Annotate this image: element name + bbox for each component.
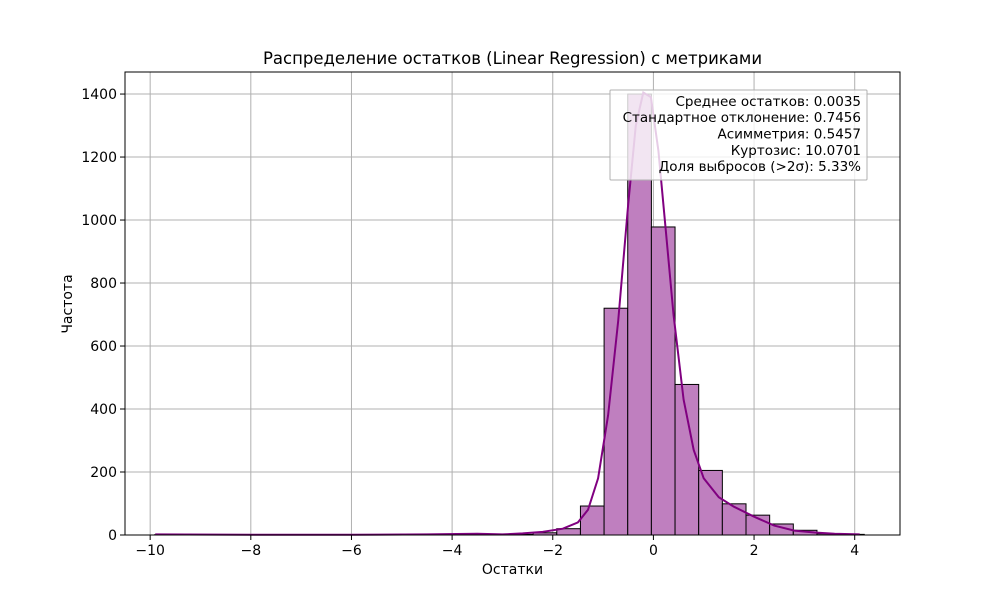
histogram-bar [721,503,747,536]
y-tick-label: 1400 [81,87,117,103]
y-axis-ticks: 0 200 400 600 800 1000 1200 1400 [81,87,125,544]
y-tick-label: 600 [90,339,117,355]
x-tick-label: −6 [341,543,362,559]
histogram-bar [698,469,723,536]
x-axis-ticks: −10 −8 −6 −4 −2 0 2 4 [135,535,859,559]
y-axis-label: Частота [60,274,76,333]
metric-mean: Среднее остатков: 0.0035 [676,94,862,110]
y-tick-label: 0 [108,528,117,544]
x-tick-label: 4 [850,543,859,559]
metrics-box-frame [609,89,868,181]
x-tick-label: −2 [542,543,563,559]
y-tick-label: 200 [90,465,117,481]
x-tick-label: −8 [240,543,261,559]
y-tick-label: 1000 [81,213,117,229]
x-tick-label: 0 [649,543,658,559]
plot-frame [124,71,901,536]
x-tick-label: −10 [135,543,165,559]
x-tick-label: 2 [750,543,759,559]
chart-title: Распределение остатков (Linear Regressio… [263,49,762,68]
y-tick-label: 400 [90,402,117,418]
metric-std: Стандартное отклонение: 0.7456 [623,110,861,126]
y-tick-label: 800 [90,276,117,292]
histogram-bar [579,505,605,536]
x-tick-label: −4 [442,543,463,559]
metric-kurtosis: Куртозис: 10.0701 [731,143,861,159]
histogram-bars [154,93,865,536]
metrics-box: Среднее остатков: 0.0035 Стандартное отк… [609,89,868,181]
metric-outliers: Доля выбросов (>2σ): 5.33% [659,159,861,175]
x-axis-label: Остатки [482,562,543,578]
histogram-bar [674,383,700,536]
histogram-bar [650,226,676,536]
y-tick-label: 1200 [81,150,117,166]
metric-skew: Асимметрия: 0.5457 [717,127,861,143]
